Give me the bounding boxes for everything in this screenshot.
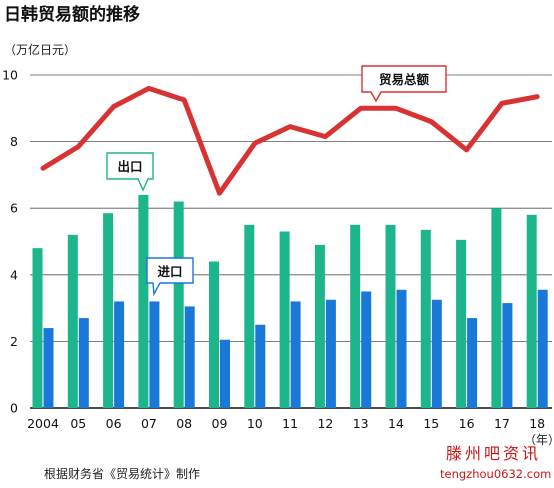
callout-total-box [361, 65, 447, 103]
x-tick-label: 15 [423, 416, 439, 431]
x-tick-label: 13 [353, 416, 369, 431]
x-tick-label: 05 [70, 416, 86, 431]
import-bar [431, 299, 442, 408]
callout-import: 进口 [146, 257, 194, 297]
x-unit-label: （年） [524, 433, 554, 447]
import-bar [537, 289, 548, 408]
y-tick-label: 10 [2, 68, 18, 83]
chart-title: 日韩贸易额的推移 [4, 4, 140, 25]
x-tick-label: 09 [212, 416, 228, 431]
x-tick-label: 2004 [27, 416, 59, 431]
import-bar [396, 289, 407, 408]
callout-total: 贸易总额 [361, 65, 447, 103]
export-bar [32, 248, 43, 408]
export-bar [314, 244, 325, 408]
import-bar [78, 318, 89, 408]
callout-export-box [106, 152, 154, 192]
x-tick-label: 10 [247, 416, 263, 431]
y-tick-label: 4 [10, 267, 18, 282]
import-bar [290, 301, 301, 408]
export-bar [526, 214, 537, 408]
y-tick-label: 0 [10, 401, 18, 416]
watermark-url: tengzhou0632.com [440, 467, 551, 481]
x-tick-label: 11 [282, 416, 298, 431]
callout-total-label: 贸易总额 [379, 72, 430, 87]
import-bar [361, 291, 372, 408]
import-bar [325, 299, 336, 408]
export-bar [173, 201, 184, 408]
x-tick-label: 08 [176, 416, 192, 431]
import-bar [43, 328, 54, 408]
callout-import-box [146, 257, 194, 297]
export-bar [491, 208, 502, 408]
source-note: 根据财务省《贸易统计》制作 [44, 466, 200, 481]
export-bar [456, 239, 467, 408]
export-bar [103, 213, 114, 408]
x-tick-label: 17 [494, 416, 510, 431]
x-tick-label: 06 [106, 416, 122, 431]
export-bar [350, 224, 361, 408]
bars [32, 194, 548, 408]
export-bar [385, 224, 396, 408]
import-bar [114, 301, 125, 408]
callout-export: 出口 [106, 152, 154, 192]
x-tick-label: 16 [459, 416, 475, 431]
import-bar [149, 301, 160, 408]
export-bar [420, 229, 431, 408]
x-tick-label: 07 [141, 416, 157, 431]
import-bar [220, 339, 230, 408]
y-tick-label: 2 [10, 334, 18, 349]
import-bar [184, 306, 195, 408]
total-line [40, 85, 540, 196]
y-tick-label: 6 [10, 201, 18, 216]
export-bar [67, 234, 78, 408]
callout-export-label: 出口 [117, 159, 142, 174]
x-tick-label: 18 [529, 416, 545, 431]
watermark-title: 滕州吧资讯 [446, 444, 541, 463]
import-bar [502, 303, 513, 408]
y-unit-label: （万亿日元） [4, 42, 76, 57]
import-bar [467, 318, 478, 408]
x-tick-label: 12 [317, 416, 333, 431]
import-bar [255, 324, 266, 408]
axes: 0 2 4 6 8 10 2004 05 06 07 08 09 10 11 12 13 14 15 16 17 18 [2, 68, 545, 432]
y-tick-label: 8 [10, 134, 18, 149]
export-bar [279, 231, 290, 408]
export-bar [209, 261, 219, 408]
total-trade-line [40, 85, 540, 196]
callout-import-label: 进口 [157, 264, 182, 279]
export-bar [244, 224, 255, 408]
export-bar [138, 194, 149, 408]
x-tick-label: 14 [388, 416, 404, 431]
